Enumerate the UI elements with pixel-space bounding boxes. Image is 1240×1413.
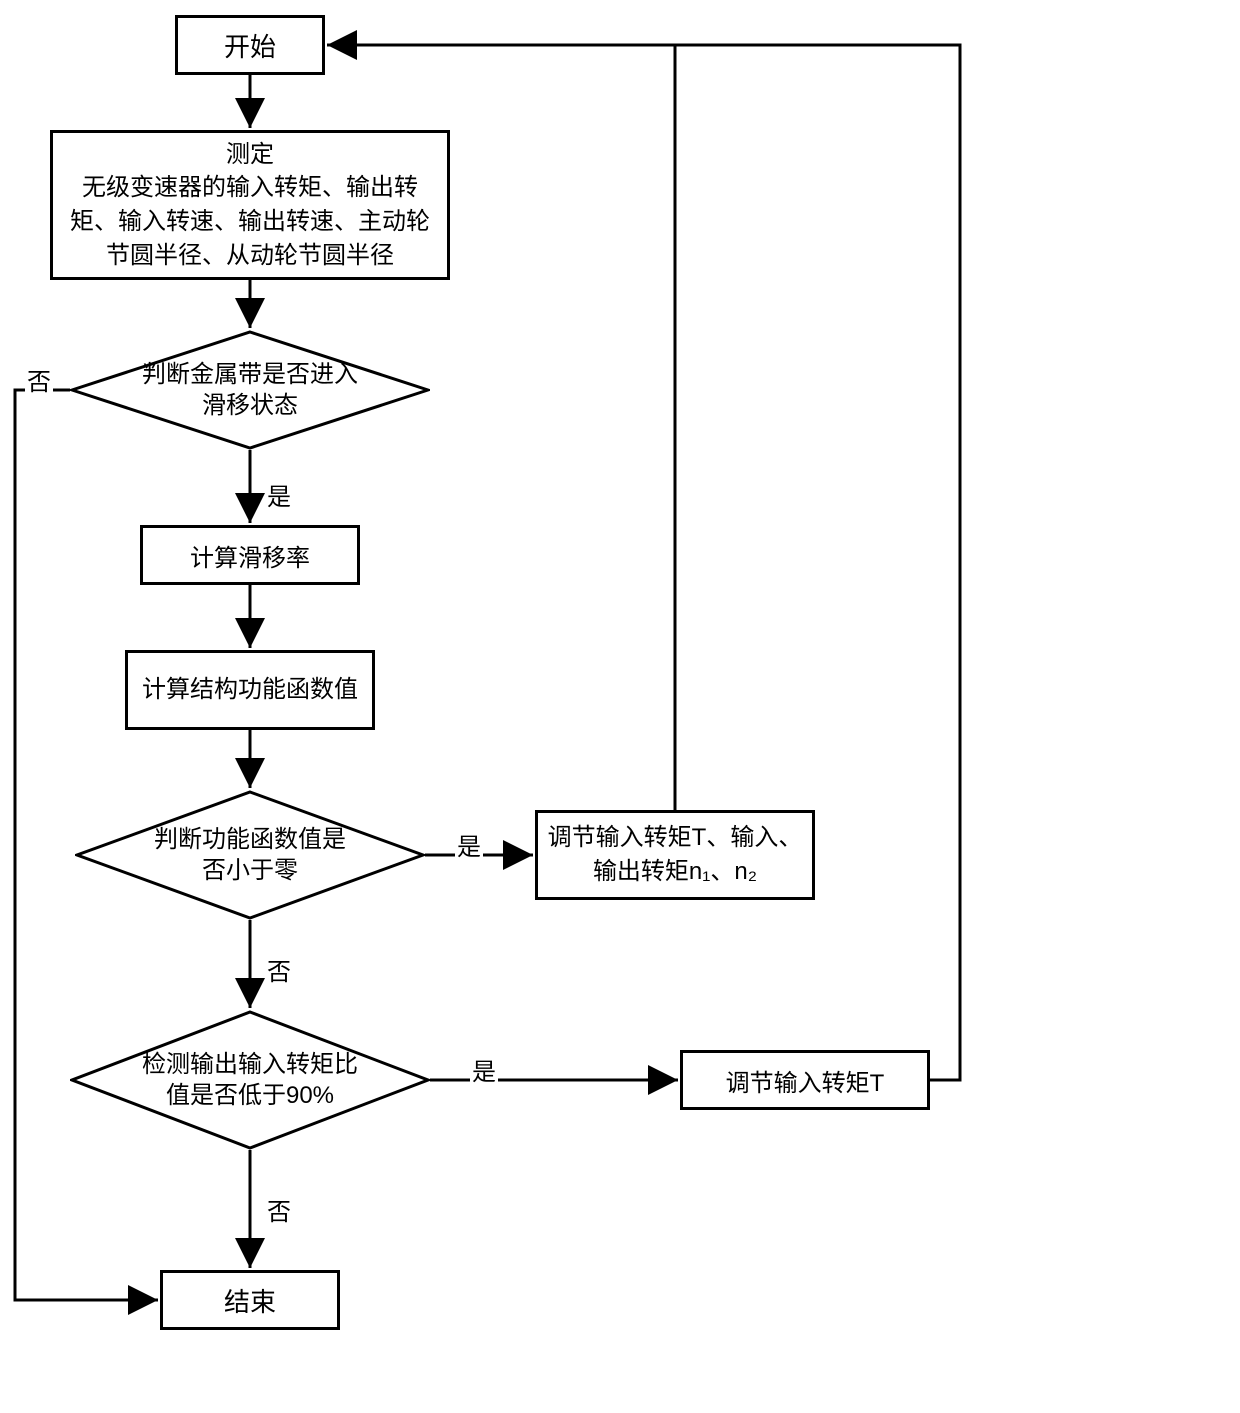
node-start: 开始 [175, 15, 325, 75]
node-check-ratio: 检测输出输入转矩比值是否低于90% [70, 1010, 430, 1150]
node-label: 检测输出输入转矩比值是否低于90% [110, 1049, 390, 1111]
node-label: 调节输入转矩T [726, 1063, 885, 1098]
edge-label-yes2: 是 [455, 825, 483, 864]
node-calc-func-val: 计算结构功能函数值 [125, 650, 375, 730]
edge-label-yes3: 是 [470, 1050, 498, 1089]
node-check-slip: 判断金属带是否进入滑移状态 [70, 330, 430, 450]
node-label: 计算结构功能函数值 [142, 674, 358, 705]
node-end: 结束 [160, 1270, 340, 1330]
node-adjust1: 调节输入转矩T、输入、输出转矩n₁、n₂ [535, 810, 815, 900]
node-label: 调节输入转矩T、输入、输出转矩n₁、n₂ [546, 821, 804, 888]
node-measure: 测定 无级变速器的输入转矩、输出转矩、输入转速、输出转速、主动轮节圆半径、从动轮… [50, 130, 450, 280]
node-calc-slip-rate: 计算滑移率 [140, 525, 360, 585]
edge-label-yes1: 是 [265, 475, 293, 514]
node-label: 开始 [224, 27, 276, 64]
node-adjust2: 调节输入转矩T [680, 1050, 930, 1110]
node-label: 判断金属带是否进入滑移状态 [110, 359, 390, 421]
node-label: 判断功能函数值是否小于零 [120, 824, 380, 886]
node-label: 计算滑移率 [190, 538, 310, 573]
edge-label-no3: 否 [265, 1190, 293, 1229]
edge-label-no1: 否 [25, 360, 53, 399]
node-check-lt-zero: 判断功能函数值是否小于零 [75, 790, 425, 920]
node-label: 结束 [224, 1282, 276, 1319]
node-label: 测定 无级变速器的输入转矩、输出转矩、输入转速、输出转速、主动轮节圆半径、从动轮… [61, 138, 439, 272]
edge-label-no2: 否 [265, 950, 293, 989]
